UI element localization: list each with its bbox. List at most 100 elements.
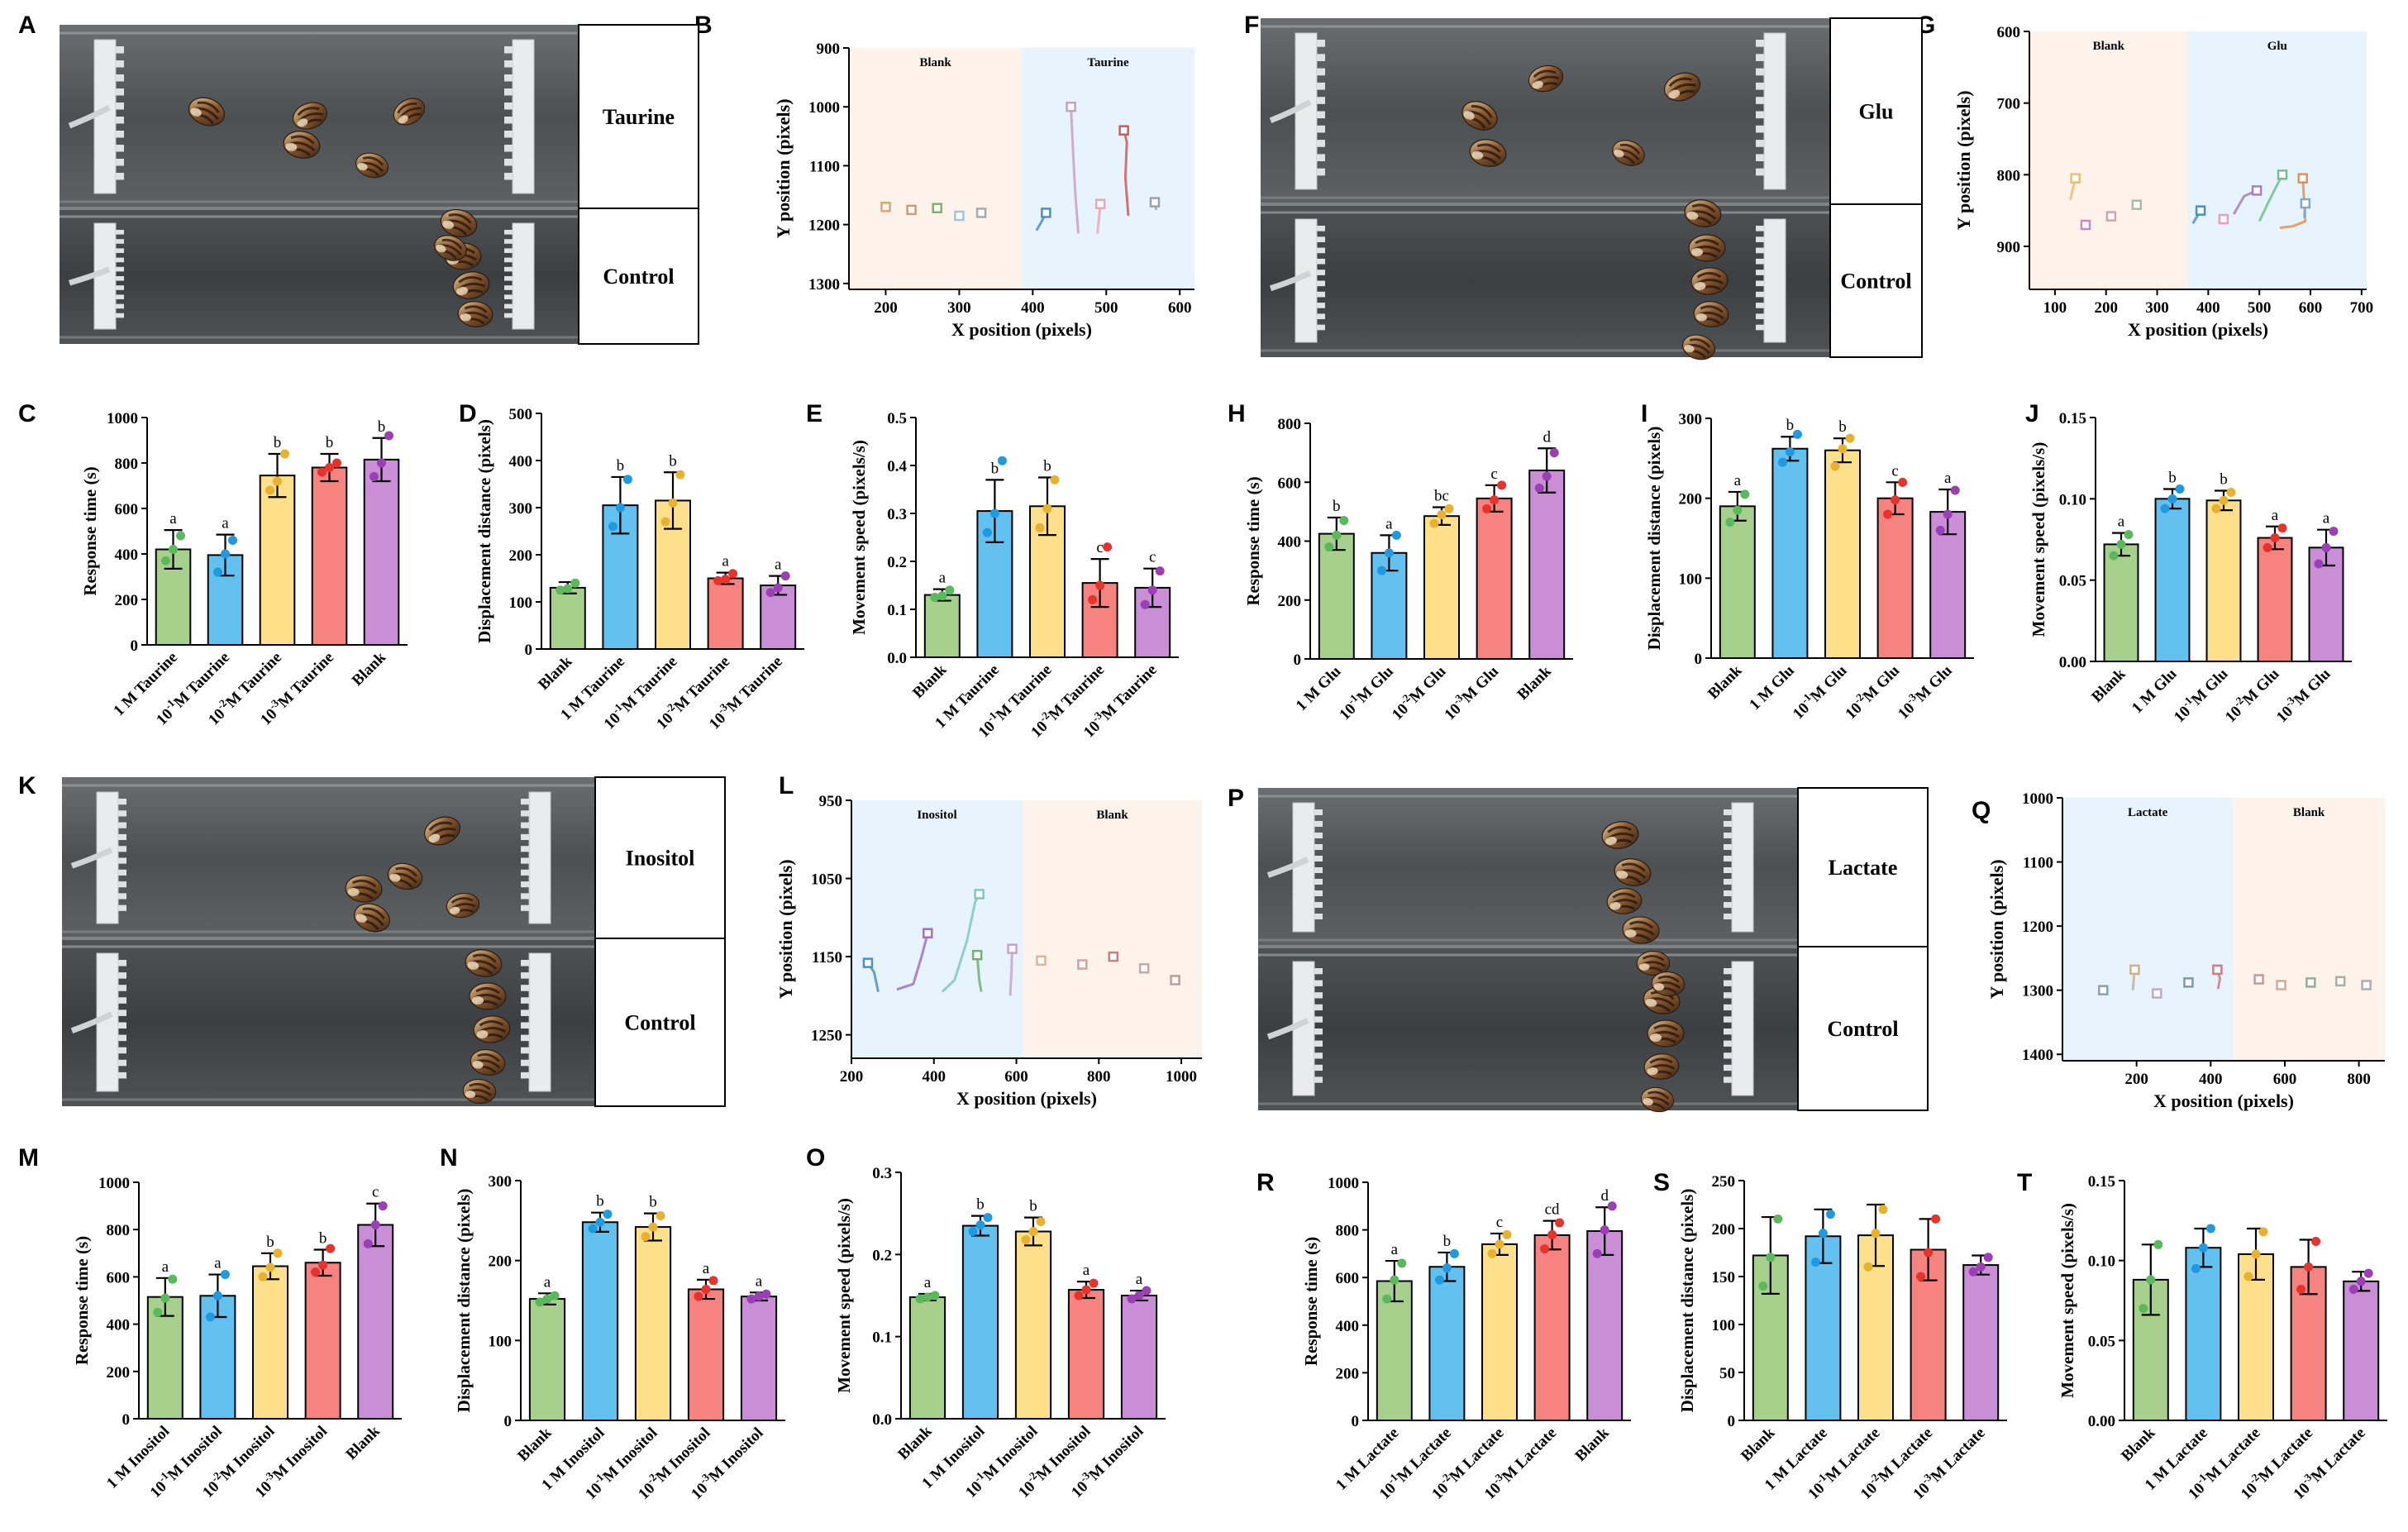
barrier-tooth bbox=[1756, 40, 1764, 47]
data-point-1-1 bbox=[2175, 484, 2185, 494]
data-point-2-2 bbox=[1871, 1229, 1881, 1238]
snail-shell bbox=[1681, 334, 1716, 360]
data-point-1-1 bbox=[603, 1210, 613, 1219]
data-point-2-0 bbox=[1863, 1262, 1873, 1272]
x-tick-label: 1000 bbox=[1166, 1068, 1197, 1086]
data-point-0-0 bbox=[161, 556, 170, 566]
barrier-tooth bbox=[504, 117, 513, 124]
data-point-2-2 bbox=[1838, 444, 1848, 454]
data-point-1-2 bbox=[615, 503, 625, 513]
barrier-tooth bbox=[118, 822, 126, 828]
data-point-2-0 bbox=[641, 1232, 651, 1242]
data-point-4-2 bbox=[754, 1291, 764, 1301]
panel-letter-h: H bbox=[1228, 400, 1246, 427]
y-tick-label: 100 bbox=[1679, 570, 1703, 588]
data-point-1-2 bbox=[595, 1217, 605, 1227]
significance-letter-3: b bbox=[326, 434, 334, 451]
y-tick-label: 1300 bbox=[2022, 983, 2053, 1000]
bar-2 bbox=[634, 1226, 672, 1421]
track-end-marker-9 bbox=[1170, 975, 1180, 986]
bar-0 bbox=[1318, 532, 1355, 660]
zone-label: Glu bbox=[2267, 40, 2287, 53]
data-point-3-1 bbox=[326, 1243, 336, 1253]
barrier-tooth bbox=[1314, 867, 1323, 873]
data-point-2-1 bbox=[280, 449, 289, 459]
barrier-tooth bbox=[504, 46, 513, 54]
data-point-0-0 bbox=[2139, 1304, 2148, 1314]
barrier-tooth bbox=[1724, 1040, 1732, 1047]
x-tick-label: 400 bbox=[923, 1068, 947, 1086]
panel-letter-r: R bbox=[1256, 1169, 1275, 1196]
barrier-tooth bbox=[1314, 1004, 1323, 1011]
barrier-tooth bbox=[521, 810, 529, 817]
data-point-0-0 bbox=[1324, 542, 1334, 552]
data-point-1-2 bbox=[1384, 548, 1394, 558]
y-tick-label: 800 bbox=[1278, 416, 1302, 433]
barrier-tooth bbox=[1317, 140, 1325, 147]
significance-letter-1: a bbox=[222, 515, 229, 532]
data-point-1-1 bbox=[2205, 1224, 2215, 1234]
bar-chart-o: 0.0 0.1 0.2 0.3 Movement speed (pixels/s) a Bl… bbox=[834, 1165, 1166, 1501]
y-tick-label: 0 bbox=[1728, 1413, 1736, 1430]
data-point-0-2 bbox=[1390, 1275, 1400, 1285]
significance-letter-0: a bbox=[169, 510, 177, 527]
bar-0 bbox=[1719, 505, 1756, 659]
data-point-3-2 bbox=[1081, 1285, 1091, 1295]
snail-shell bbox=[1693, 301, 1729, 327]
barrier-tooth bbox=[118, 893, 126, 900]
significance-letter-2: b bbox=[274, 434, 282, 451]
barrier-tooth bbox=[521, 960, 529, 966]
y-tick-label: 400 bbox=[107, 1317, 131, 1334]
y-tick-label: 800 bbox=[107, 1222, 131, 1239]
y-tick-label: 900 bbox=[817, 41, 841, 58]
y-tick-label: 150 bbox=[1712, 1269, 1736, 1286]
data-point-1-0 bbox=[608, 522, 617, 532]
zone-blank bbox=[849, 48, 1022, 289]
barrier-tooth bbox=[1724, 844, 1732, 850]
barrier-tooth bbox=[1314, 833, 1323, 838]
zone-blank bbox=[2029, 31, 2188, 289]
data-point-2-0 bbox=[265, 485, 274, 495]
bar-0 bbox=[1376, 1280, 1413, 1422]
significance-letter-4: a bbox=[775, 556, 782, 574]
snail-shell bbox=[1636, 951, 1671, 976]
data-point-1-1 bbox=[622, 475, 632, 484]
data-point-3-2 bbox=[2270, 533, 2280, 543]
track-end-marker-8 bbox=[1118, 125, 1129, 136]
y-tick-label: 50 bbox=[1719, 1365, 1735, 1382]
data-point-3-1 bbox=[1555, 1218, 1565, 1228]
y-axis-label: Movement speed (pixels/s) bbox=[834, 1198, 854, 1393]
x-tick-label: 300 bbox=[2145, 299, 2169, 317]
data-point-4-0 bbox=[1140, 599, 1150, 609]
y-tick-label: 0.3 bbox=[887, 506, 907, 523]
data-point-0-2 bbox=[542, 1294, 552, 1304]
data-point-3-0 bbox=[1074, 1291, 1084, 1301]
data-point-0-1 bbox=[1339, 516, 1349, 526]
barrier-tooth bbox=[521, 833, 529, 841]
bar-2 bbox=[1481, 1243, 1518, 1421]
significance-letter-4: d bbox=[1543, 428, 1551, 446]
data-point-4-2 bbox=[370, 1219, 380, 1229]
barrier-tooth bbox=[1314, 1052, 1323, 1059]
zone-label: Blank bbox=[2093, 40, 2125, 53]
track-end-marker-0 bbox=[880, 202, 891, 212]
data-point-0-1 bbox=[1397, 1258, 1407, 1268]
data-point-2-1 bbox=[1845, 433, 1855, 443]
significance-letter-2: b bbox=[2220, 471, 2228, 489]
barrier-tooth bbox=[118, 1022, 126, 1029]
y-tick-label: 0.10 bbox=[2088, 1253, 2115, 1271]
track-end-marker-9 bbox=[2300, 198, 2311, 209]
significance-letter-4: a bbox=[1944, 470, 1952, 487]
barrier-tooth bbox=[1317, 40, 1325, 47]
x-tick-label: 200 bbox=[2094, 299, 2118, 317]
panel-letter-q: Q bbox=[1972, 797, 1991, 824]
barrier-tooth bbox=[1724, 833, 1732, 838]
significance-letter-0: a bbox=[1734, 472, 1742, 489]
snail-shell bbox=[469, 982, 507, 1010]
barrier-tooth bbox=[118, 1034, 126, 1042]
track-end-marker-7 bbox=[1094, 198, 1106, 209]
x-tick-label: 500 bbox=[2248, 299, 2272, 317]
bar-2 bbox=[252, 1265, 288, 1420]
data-point-0-1 bbox=[930, 1291, 940, 1301]
